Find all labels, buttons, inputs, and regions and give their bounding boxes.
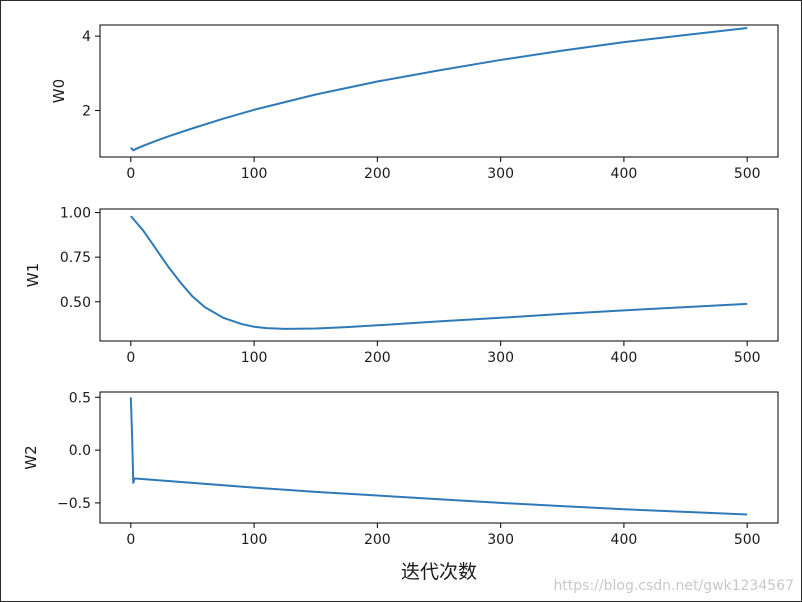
- axes-frame: [99, 391, 779, 524]
- x-tick-label: 200: [364, 532, 391, 548]
- x-tick-label: 100: [241, 350, 268, 366]
- axes-frame: [99, 208, 779, 342]
- axes-frame: [99, 24, 779, 158]
- x-tick-label: 500: [734, 166, 761, 182]
- x-tick-label: 300: [487, 350, 514, 366]
- y-tick-label: 0.75: [60, 250, 91, 266]
- x-axis-title: 迭代次数: [401, 561, 477, 583]
- subplot-w2: 0 100 200 300 400 500 −0.5 0.0 0.5 W2: [22, 390, 779, 548]
- x-tick-label: 0: [126, 532, 135, 548]
- series-line-w2: [129, 397, 748, 516]
- y-tick-label: 2: [82, 104, 91, 120]
- x-tick-label: 400: [611, 532, 638, 548]
- subplot-w0: 0 100 200 300 400 500 2 4 W0: [50, 24, 779, 182]
- x-tick-label: 500: [734, 532, 761, 548]
- subplot-w1: 0 100 200 300 400 500 0.50 0.75 1.00 W1: [24, 206, 779, 366]
- x-tick-label: 0: [126, 350, 135, 366]
- x-tick-label: 200: [364, 166, 391, 182]
- x-tick-label: 200: [364, 350, 391, 366]
- series-line-w1: [130, 215, 748, 330]
- x-tick-label: 400: [611, 166, 638, 182]
- x-tick-label: 300: [487, 532, 514, 548]
- y-tick-label: 4: [82, 29, 91, 45]
- y-axis-title: W2: [22, 445, 40, 469]
- x-tick-label: 100: [241, 532, 268, 548]
- x-tick-label: 300: [487, 166, 514, 182]
- y-tick-label: 1.00: [60, 206, 91, 222]
- y-axis-title: W0: [50, 79, 68, 103]
- x-tick-label: 100: [241, 166, 268, 182]
- y-tick-label: −0.5: [57, 496, 91, 512]
- y-tick-label: 0.0: [69, 443, 91, 459]
- y-tick-label: 0.50: [60, 295, 91, 311]
- y-tick-label: 0.5: [69, 390, 91, 406]
- y-axis-title: W1: [24, 263, 42, 287]
- x-tick-label: 0: [126, 166, 135, 182]
- x-tick-label: 400: [611, 350, 638, 366]
- series-line-w0: [130, 26, 748, 152]
- x-tick-label: 500: [734, 350, 761, 366]
- watermark: https://blog.csdn.net/gwk1234567: [553, 578, 794, 594]
